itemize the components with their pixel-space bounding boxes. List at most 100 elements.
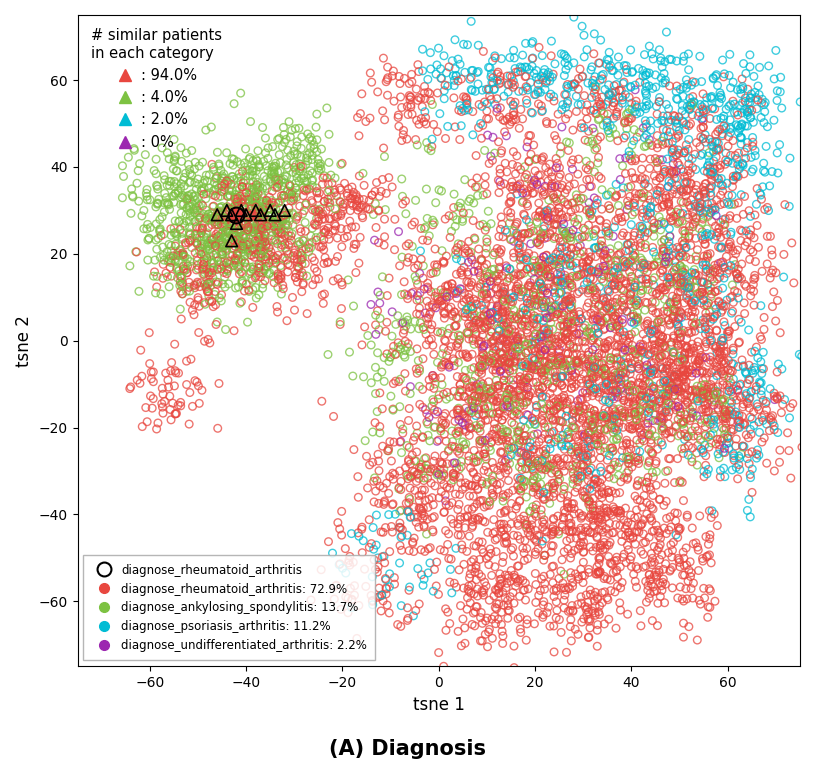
Point [610,79,623,91]
Point [666,144,679,156]
Point [665,551,678,563]
Point [655,413,668,425]
Point [583,414,596,427]
Point [716,185,729,198]
Point [707,72,720,84]
Point [495,426,508,438]
Point [667,158,680,170]
Point [591,591,604,604]
Point [219,231,232,243]
Point [481,291,494,304]
Point [672,130,685,143]
Point [661,301,674,313]
Point [507,180,520,192]
Point [185,260,198,272]
Point [505,497,518,510]
Point [618,117,631,129]
Point [562,517,575,530]
Point [492,581,505,593]
Point [508,597,521,610]
Point [593,509,606,521]
Point [540,213,553,225]
Point [568,441,581,453]
Point [418,105,431,118]
Point [697,293,710,305]
Point [186,304,199,317]
Point [132,195,145,208]
Point [613,92,626,104]
Point [478,224,491,237]
Point [578,452,591,465]
Point [624,275,637,288]
Point [157,250,170,262]
Point [519,449,532,461]
Point [677,494,690,507]
Point [717,262,730,274]
Point [672,278,685,290]
Point [254,241,267,253]
Point [706,136,719,148]
Point [701,166,714,179]
Point [643,378,656,390]
Point [544,317,557,329]
Point [677,365,690,377]
Point [500,328,513,340]
Point [757,165,770,177]
Point [401,289,414,301]
Point [224,179,237,191]
Point [208,288,221,301]
Point [289,272,302,284]
Point [361,482,374,494]
Point [512,278,525,290]
Point [372,497,385,510]
Point [644,124,657,137]
Point [568,503,581,515]
Point [586,213,599,225]
Point [536,516,549,528]
Point [287,250,300,262]
Point [681,271,694,283]
Point [591,194,604,206]
Point [505,417,518,429]
Point [579,600,592,613]
Point [536,491,549,504]
Point [615,355,628,367]
Point [185,232,198,244]
Point [703,441,716,453]
Point [445,340,458,353]
Point [473,361,486,373]
Point [544,310,557,322]
Point [678,349,691,361]
Point [512,613,525,625]
Point [387,340,400,353]
Point [429,421,442,433]
Point [657,271,670,283]
Point [738,297,751,309]
Point [439,435,452,447]
Point [188,375,201,387]
Point [628,281,641,293]
Point [359,435,372,447]
Point [554,140,567,153]
Point [678,237,691,250]
Point [752,416,765,428]
Point [593,57,606,69]
Point [563,253,576,266]
Point [529,293,542,305]
Point [734,463,747,475]
Point [540,332,553,344]
Point [550,219,563,231]
Point [625,218,638,230]
Point [511,333,524,345]
Point [196,182,209,195]
Point [265,233,278,246]
Point [723,325,736,337]
Point [267,264,280,276]
Point [526,362,540,375]
Point [230,213,243,225]
Point [168,175,181,188]
Point [695,417,708,429]
Point [683,279,696,291]
Point [486,337,499,349]
Point [646,503,659,515]
